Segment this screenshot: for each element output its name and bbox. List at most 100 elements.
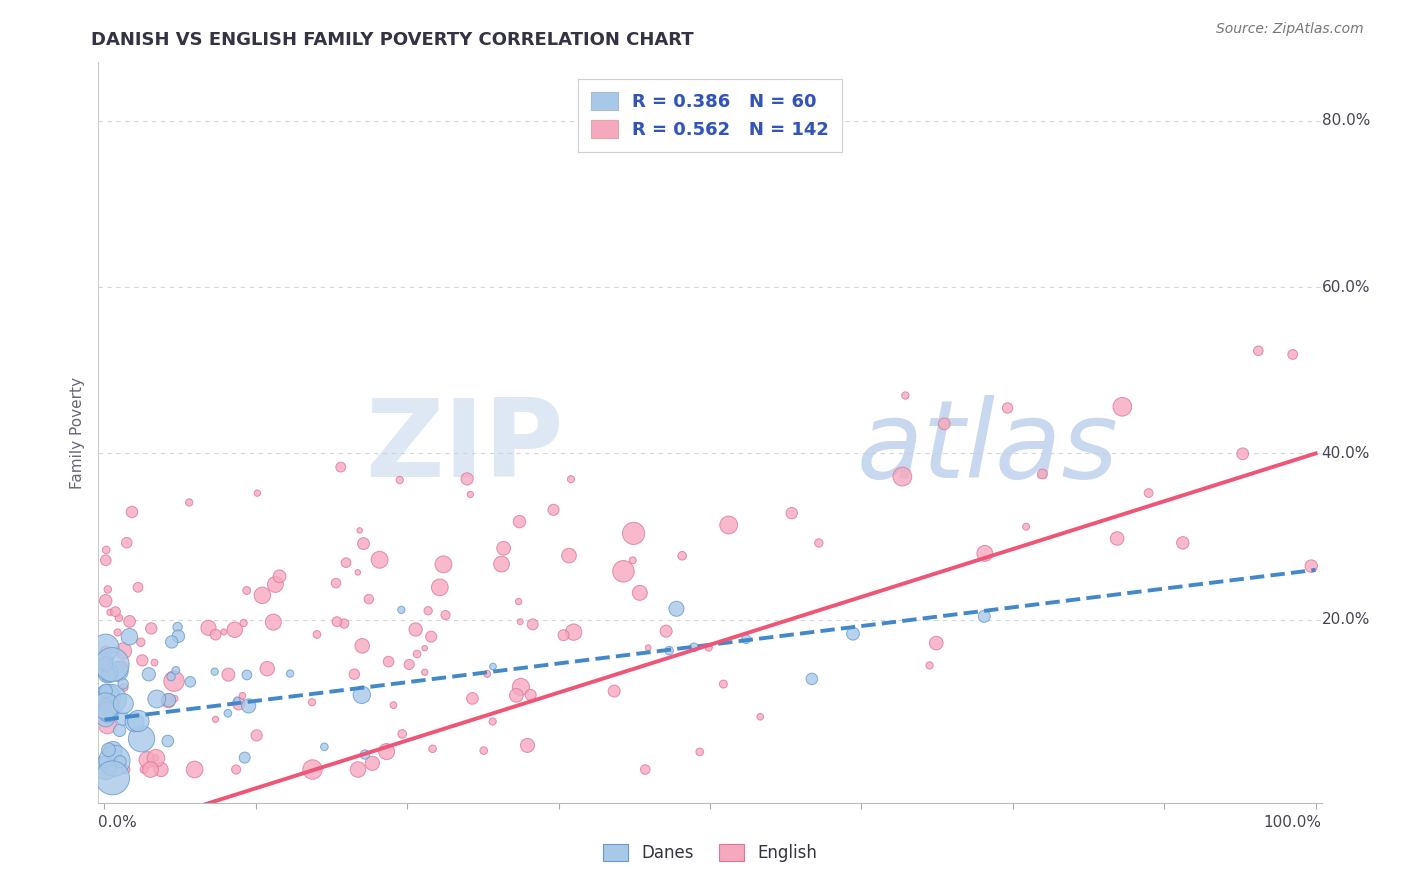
Point (165, 664, 187, 678)
Point (204, 665, 226, 679)
Point (138, 667, 160, 681)
Point (145, 751, 167, 765)
Text: 60.0%: 60.0% (1322, 279, 1369, 294)
Point (918, 658, 941, 673)
Point (472, 743, 495, 757)
Point (94, 640, 117, 655)
Point (350, 688, 373, 702)
Point (108, 723, 131, 738)
Point (98, 605, 121, 619)
Point (224, 623, 246, 637)
Point (623, 526, 645, 541)
Point (655, 624, 678, 639)
Point (354, 747, 377, 762)
Point (118, 615, 141, 629)
Point (212, 624, 235, 639)
Point (461, 691, 484, 706)
Point (166, 620, 188, 634)
Point (349, 524, 371, 538)
Point (112, 680, 135, 694)
Point (104, 605, 127, 619)
Point (139, 763, 162, 777)
Point (118, 630, 141, 644)
Point (628, 586, 651, 600)
Point (160, 635, 183, 649)
Point (508, 594, 530, 608)
Point (96, 763, 118, 777)
Point (143, 656, 166, 670)
Point (127, 580, 149, 594)
Point (509, 680, 531, 694)
Point (124, 715, 146, 730)
Point (422, 741, 444, 756)
Point (217, 667, 239, 681)
Point (107, 665, 129, 679)
Point (232, 615, 254, 630)
Point (167, 629, 190, 643)
Text: ZIP: ZIP (364, 394, 564, 500)
Point (382, 698, 405, 712)
Point (183, 763, 205, 777)
Point (398, 657, 420, 672)
Point (108, 611, 131, 625)
Text: Source: ZipAtlas.com: Source: ZipAtlas.com (1216, 22, 1364, 37)
Point (375, 745, 398, 759)
Text: DANISH VS ENGLISH FAMILY POVERTY CORRELATION CHART: DANISH VS ENGLISH FAMILY POVERTY CORRELA… (91, 31, 695, 49)
Point (603, 684, 626, 698)
Point (94, 645, 117, 659)
Point (505, 689, 527, 703)
Point (179, 495, 201, 509)
Point (671, 549, 693, 563)
Point (391, 727, 413, 741)
Point (94, 699, 117, 714)
Point (269, 569, 291, 583)
Point (357, 592, 380, 607)
Point (713, 677, 735, 691)
Point (634, 763, 657, 777)
Point (97, 668, 120, 682)
Point (94, 698, 117, 712)
Text: 0.0%: 0.0% (98, 815, 138, 830)
Text: 80.0%: 80.0% (1322, 113, 1369, 128)
Point (697, 640, 720, 655)
Text: 20.0%: 20.0% (1322, 612, 1369, 627)
Point (101, 743, 124, 757)
Point (100, 692, 122, 706)
Point (163, 691, 186, 706)
Point (301, 695, 323, 709)
Point (934, 417, 956, 431)
Point (406, 647, 429, 661)
Point (343, 667, 366, 681)
Point (231, 689, 253, 703)
Point (131, 653, 153, 667)
Point (429, 580, 451, 594)
Point (96, 690, 118, 705)
Point (97, 666, 120, 681)
Point (1111, 400, 1133, 414)
Point (482, 659, 505, 673)
Point (346, 566, 368, 580)
Point (361, 756, 384, 771)
Point (131, 731, 153, 746)
Point (94, 761, 117, 775)
Point (735, 632, 758, 646)
Point (326, 615, 349, 629)
Point (389, 603, 412, 617)
Point (108, 755, 131, 769)
Point (418, 604, 440, 618)
Point (612, 564, 634, 578)
Point (314, 739, 336, 754)
Point (256, 662, 278, 676)
Text: 40.0%: 40.0% (1322, 446, 1369, 461)
Point (111, 660, 134, 674)
Point (238, 698, 260, 713)
Point (807, 536, 830, 550)
Y-axis label: Family Poverty: Family Poverty (70, 376, 86, 489)
Point (891, 469, 914, 483)
Point (129, 635, 152, 649)
Point (1137, 486, 1160, 500)
Point (333, 616, 356, 631)
Point (121, 505, 143, 519)
Point (107, 625, 129, 640)
Point (665, 601, 688, 615)
